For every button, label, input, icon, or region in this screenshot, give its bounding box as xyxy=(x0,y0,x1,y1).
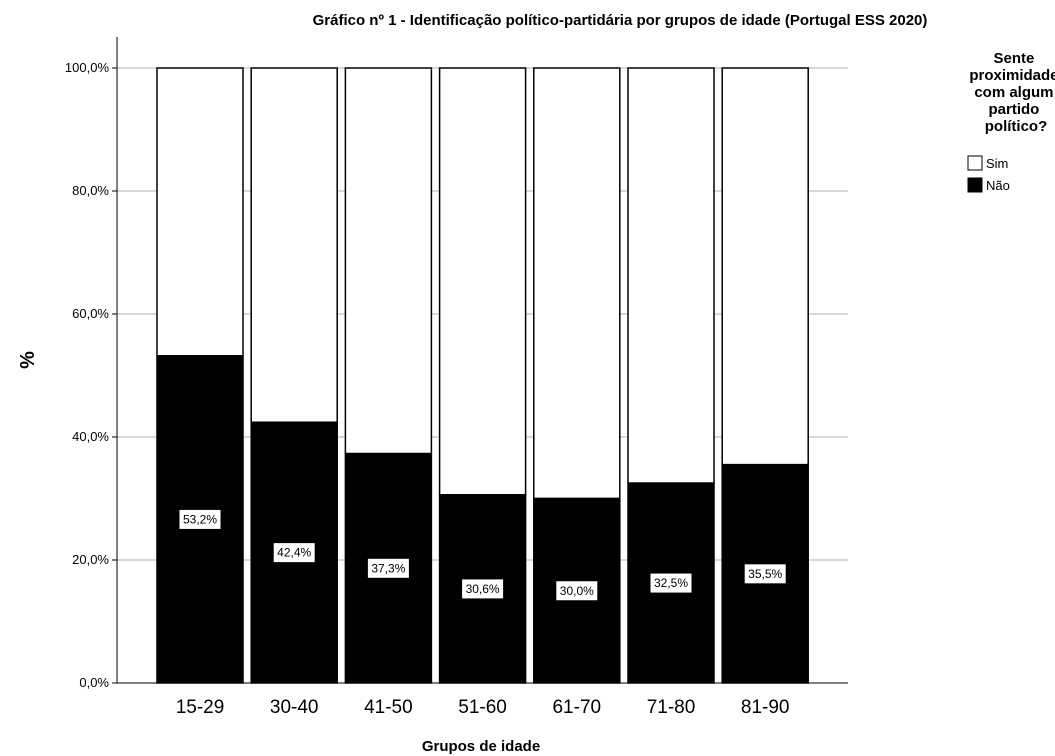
x-tick-label: 15-29 xyxy=(176,697,225,718)
data-label-box xyxy=(272,542,316,564)
legend-title-line: com algum xyxy=(974,84,1053,101)
legend-title-line: proximidade xyxy=(969,67,1055,84)
data-label: 53,2% xyxy=(183,512,217,526)
y-axis-title: % xyxy=(17,351,39,369)
data-label-box xyxy=(555,580,599,602)
data-labels: 53,2% 42,4% 37,3% 30,6% 30,0% 32,5% 35,5% xyxy=(178,508,787,602)
chart-title: Gráfico nº 1 - Identificação político-pa… xyxy=(313,12,928,29)
bar-segment-sim xyxy=(438,67,527,496)
legend: Sente proximidade com algum partido polí… xyxy=(967,50,1055,193)
data-label: 32,5% xyxy=(654,576,688,590)
x-axis-ticks: 15-29 30-40 41-50 51-60 61-70 71-80 81-90 xyxy=(176,697,790,718)
legend-title-line: partido xyxy=(988,101,1039,118)
x-axis-title: Grupos de idade xyxy=(422,738,540,755)
x-tick-label: 71-80 xyxy=(647,697,696,718)
bar-segment-sim xyxy=(627,67,715,484)
data-label: 30,0% xyxy=(560,584,594,598)
x-tick-label: 30-40 xyxy=(270,697,319,718)
data-label-box xyxy=(178,508,222,530)
y-tick-label: 0,0% xyxy=(79,675,109,690)
data-label: 42,4% xyxy=(277,546,311,560)
y-tick-label: 80,0% xyxy=(72,183,109,198)
bar-segment-sim xyxy=(344,67,433,455)
y-tick-label: 60,0% xyxy=(72,306,109,321)
y-axis-ticks: 0,0% 20,0% 40,0% 60,0% 80,0% 100,0% xyxy=(65,60,117,690)
data-label: 37,3% xyxy=(371,561,405,575)
bar-segment-sim xyxy=(156,67,244,357)
x-tick-label: 51-60 xyxy=(458,697,507,718)
legend-label-nao: Não xyxy=(986,178,1010,193)
legend-swatch-sim xyxy=(967,155,983,171)
data-label-box xyxy=(461,578,505,600)
bar-segment-sim xyxy=(533,67,621,500)
data-label: 35,5% xyxy=(748,567,782,581)
data-label-box xyxy=(649,572,693,594)
bar-segment-nao xyxy=(344,452,433,684)
legend-title: Sente proximidade com algum partido polí… xyxy=(969,50,1055,135)
data-label-box xyxy=(366,557,410,579)
legend-title-line: Sente xyxy=(993,50,1034,67)
data-label: 30,6% xyxy=(466,582,500,596)
data-label-box xyxy=(743,563,787,585)
legend-swatch-nao xyxy=(967,177,983,193)
y-tick-label: 20,0% xyxy=(72,552,109,567)
bar-segment-sim xyxy=(721,67,809,466)
x-tick-label: 41-50 xyxy=(364,697,413,718)
y-tick-label: 40,0% xyxy=(72,429,109,444)
y-tick-label: 100,0% xyxy=(65,60,110,75)
x-tick-label: 81-90 xyxy=(741,697,790,718)
bar-segment-sim xyxy=(250,67,338,423)
legend-title-line: político? xyxy=(985,118,1048,135)
legend-label-sim: Sim xyxy=(986,156,1008,171)
x-tick-label: 61-70 xyxy=(552,697,601,718)
